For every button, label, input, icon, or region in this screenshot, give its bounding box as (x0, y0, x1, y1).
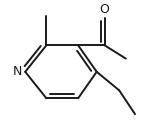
Text: N: N (13, 65, 22, 78)
Text: O: O (100, 3, 110, 16)
